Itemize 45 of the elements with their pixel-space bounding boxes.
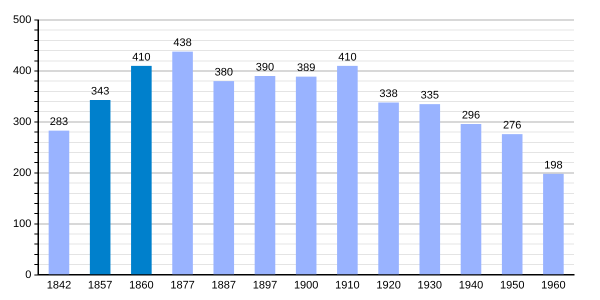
- x-tick-label: 1877: [170, 279, 195, 292]
- bar: [296, 76, 316, 274]
- bar: [172, 52, 193, 274]
- data-label: 338: [379, 88, 398, 100]
- x-tick-label: 1920: [376, 279, 401, 292]
- x-tick-label: 1910: [335, 279, 360, 292]
- x-tick-label: 1940: [458, 279, 484, 292]
- x-tick-label: 1950: [500, 279, 524, 292]
- bar: [90, 100, 110, 274]
- data-label: 380: [214, 66, 233, 79]
- data-label: 438: [173, 37, 192, 50]
- data-label: 296: [462, 109, 480, 122]
- bar: [378, 102, 399, 274]
- x-tick-label: 1842: [46, 279, 72, 292]
- x-tick-label: 1930: [418, 279, 442, 292]
- y-tick-label: 100: [12, 218, 32, 230]
- bar: [460, 124, 482, 274]
- bar: [419, 104, 440, 274]
- x-tick-label: 1960: [541, 279, 566, 292]
- y-tick-label: 400: [12, 64, 32, 77]
- y-tick-label: 300: [12, 116, 32, 128]
- data-label: 389: [296, 62, 316, 74]
- data-label: 198: [544, 159, 563, 172]
- data-label: 390: [256, 62, 274, 74]
- x-tick-label: 1860: [129, 279, 154, 292]
- x-tick-label: 1900: [294, 279, 318, 292]
- bar: [502, 134, 522, 274]
- x-tick-label: 1887: [212, 279, 236, 292]
- bar: [48, 130, 70, 274]
- bar: [131, 66, 152, 274]
- x-tick-label: 1897: [252, 279, 278, 292]
- bar: [337, 66, 358, 274]
- y-tick-label: 200: [12, 166, 32, 179]
- x-tick-label: 1857: [88, 279, 112, 292]
- data-label: 343: [90, 86, 110, 98]
- bar: [213, 81, 234, 274]
- data-label: 276: [503, 120, 522, 132]
- data-label: 335: [420, 90, 439, 102]
- bar: [254, 76, 276, 274]
- data-label: 283: [50, 116, 68, 128]
- data-label: 410: [132, 51, 151, 64]
- y-tick-label: 500: [12, 14, 32, 26]
- y-tick-label: 0: [25, 268, 32, 281]
- bar: [543, 174, 564, 274]
- data-label: 410: [338, 51, 357, 64]
